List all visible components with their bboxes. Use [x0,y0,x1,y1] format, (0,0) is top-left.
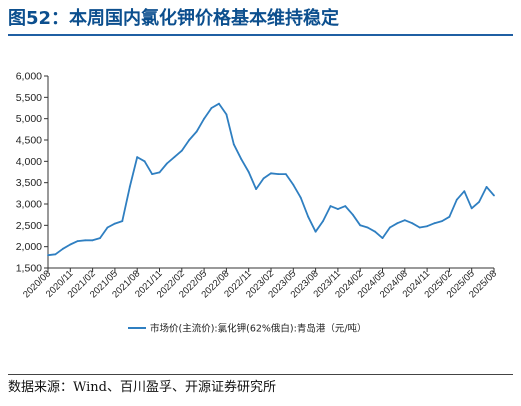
data-point [470,207,473,210]
data-point [91,239,94,242]
x-axis: 2020/082020/112021/022021/052021/082021/… [21,267,499,300]
data-point [411,222,414,225]
data-point [329,205,332,208]
data-point [277,173,280,176]
y-axis: 1,500 2,000 2,500 3,000 3,500 4,000 4,500 5,000… [16,71,49,275]
series-layer [47,102,495,257]
data-point [84,239,87,242]
data-point [485,186,488,188]
figure-title: 图52：本周国内氯化钾价格基本维持稳定 [8,4,513,36]
data-point [433,222,436,225]
data-point [478,201,480,203]
data-point [307,215,310,218]
data-point [218,102,220,105]
data-point [396,222,399,225]
y-tick-label: 1,500 [16,263,42,275]
data-point [374,230,376,233]
source-note: 数据来源：Wind、百川盈孚、开源证券研究所 [8,374,513,401]
data-point [359,224,362,227]
data-point [448,215,451,218]
y-tick-label: 5,000 [16,113,42,125]
data-point [69,243,72,246]
data-point [173,156,176,159]
legend: 市场价(主流价):氯化钾(62%俄白):青岛港（元/吨） [128,323,367,335]
data-point [188,139,191,141]
data-point [158,171,161,174]
data-point [203,117,206,120]
data-point [195,130,198,133]
data-point [225,113,228,116]
data-point [381,237,384,240]
data-point [463,190,466,193]
data-point [255,188,257,191]
data-point [337,208,339,211]
data-point [151,173,154,176]
data-point [54,253,57,256]
data-point [426,225,428,228]
data-point [292,183,295,186]
data-point [121,220,124,223]
data-point [180,149,183,152]
data-point [232,143,235,146]
data-point [322,220,324,223]
data-point [351,213,354,216]
series-line [47,102,495,257]
data-point [344,205,347,208]
data-point [76,240,79,243]
data-point [299,196,302,199]
data-point [114,222,116,225]
y-tick-label: 4,500 [16,135,42,147]
data-point [389,226,391,229]
y-tick-label: 6,000 [16,71,42,83]
data-point [143,160,146,163]
data-point [418,226,421,229]
data-point [210,107,213,109]
data-point [136,156,139,159]
y-tick-label: 3,000 [16,199,42,211]
data-point [493,194,495,197]
data-point [441,220,443,223]
data-point [285,173,287,176]
y-tick-label: 3,500 [16,177,42,189]
data-point [128,186,131,188]
data-point [240,158,243,161]
data-point [403,219,406,222]
data-point [247,171,250,173]
data-point [314,230,317,233]
y-tick-label: 2,500 [16,220,42,232]
data-point [366,226,369,229]
data-point [47,254,49,257]
y-tick-label: 2,000 [16,241,42,253]
data-point [62,247,64,250]
data-point [455,198,458,201]
data-point [166,162,168,165]
y-tick-label: 5,500 [16,92,42,104]
legend-label: 市场价(主流价):氯化钾(62%俄白):青岛港（元/吨） [150,323,367,335]
data-point [270,172,272,175]
y-tick-label: 4,000 [16,156,42,168]
data-point [106,226,109,229]
data-point [99,237,101,240]
data-point [262,177,265,180]
